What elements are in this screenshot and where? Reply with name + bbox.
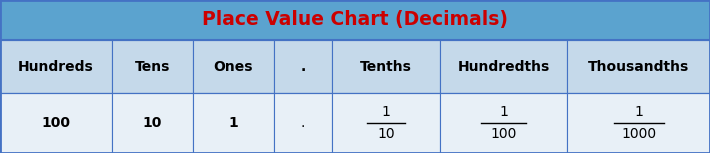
Text: Hundredths: Hundredths xyxy=(457,60,550,74)
Text: 10: 10 xyxy=(143,116,162,130)
Text: .: . xyxy=(301,116,305,130)
Text: 1: 1 xyxy=(634,105,643,119)
Text: 100: 100 xyxy=(491,127,517,141)
Bar xyxy=(274,40,332,93)
Text: Ones: Ones xyxy=(214,60,253,74)
Text: 1000: 1000 xyxy=(621,127,656,141)
Bar xyxy=(567,40,710,93)
Bar xyxy=(567,93,710,153)
Text: Thousandths: Thousandths xyxy=(588,60,689,74)
Bar xyxy=(332,40,440,93)
Text: Tens: Tens xyxy=(135,60,170,74)
Bar xyxy=(274,93,332,153)
Bar xyxy=(112,40,193,93)
Bar xyxy=(0,40,112,93)
Text: 100: 100 xyxy=(41,116,70,130)
Text: .: . xyxy=(300,60,305,74)
Text: 1: 1 xyxy=(381,105,391,119)
Bar xyxy=(193,93,274,153)
Bar xyxy=(440,40,567,93)
Bar xyxy=(0,93,112,153)
Text: 10: 10 xyxy=(377,127,395,141)
Bar xyxy=(112,93,193,153)
Bar xyxy=(193,40,274,93)
Bar xyxy=(332,93,440,153)
Bar xyxy=(0,0,710,40)
Bar xyxy=(440,93,567,153)
Text: 1: 1 xyxy=(499,105,508,119)
Text: Hundreds: Hundreds xyxy=(18,60,94,74)
Text: Tenths: Tenths xyxy=(360,60,412,74)
Text: Place Value Chart (Decimals): Place Value Chart (Decimals) xyxy=(202,10,508,29)
Text: 1: 1 xyxy=(229,116,239,130)
